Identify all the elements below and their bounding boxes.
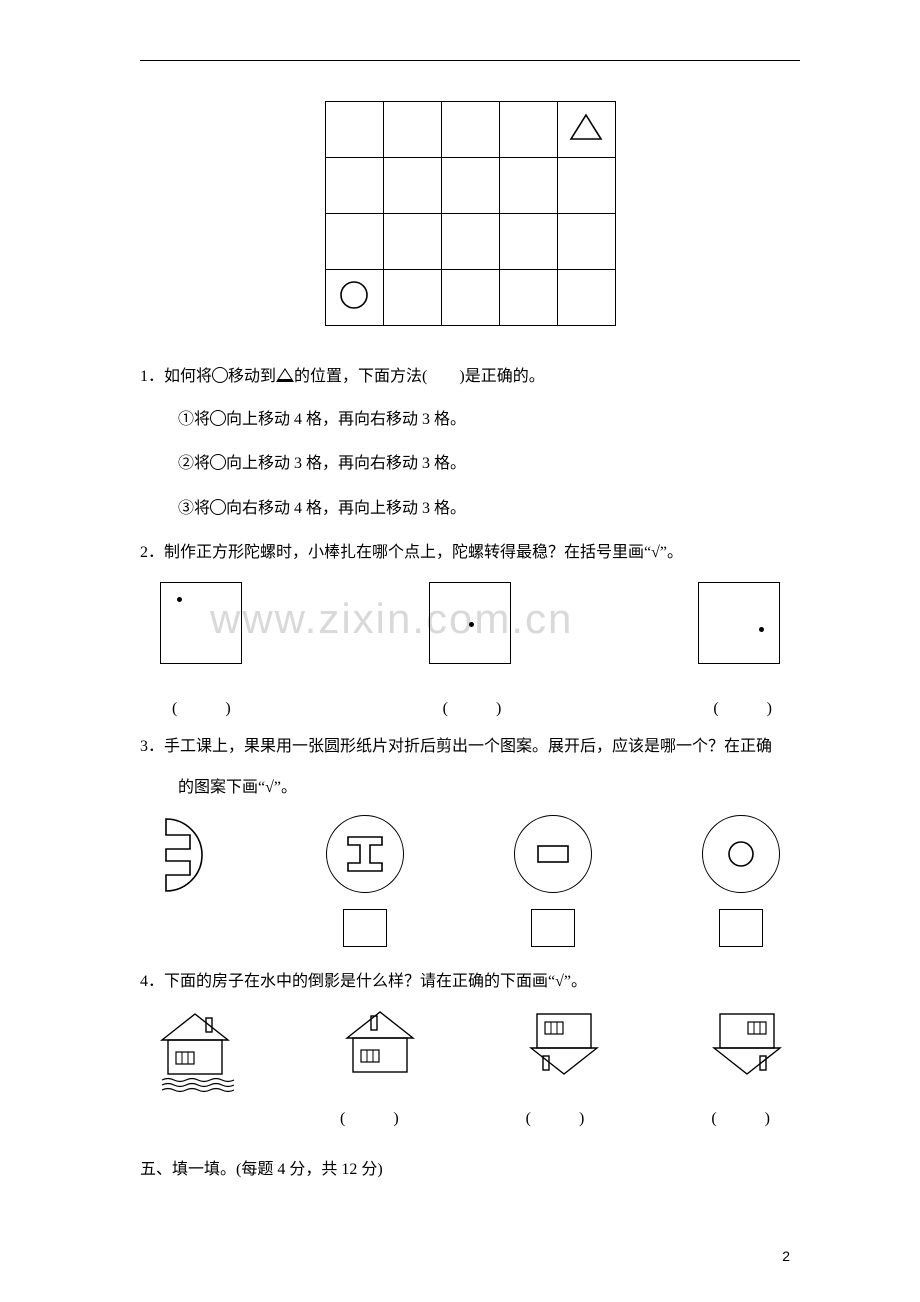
- q1-opt3: ③将向右移动 4 格，再向上移动 3 格。: [178, 487, 800, 532]
- q4-original: [150, 1008, 240, 1098]
- q2-paren-3[interactable]: ( ): [713, 694, 772, 718]
- q3-opt-c: [702, 815, 780, 947]
- q3-opt-b: [514, 815, 592, 947]
- circle-glyph: [212, 367, 228, 383]
- q3-original-shape: [160, 815, 216, 895]
- q4-row: [150, 1008, 790, 1098]
- q3-prompt-l1: 3．手工课上，果果用一张圆形纸片对折后剪出一个图案。展开后，应该是哪一个？在正确: [140, 726, 800, 768]
- house-down-c-icon: [704, 1008, 790, 1082]
- q4-opt-a: [337, 1008, 423, 1082]
- q3-prompt-l2: 的图案下画“√”。: [178, 767, 800, 809]
- q1-opt1: ①将向上移动 4 格，再向右移动 3 格。: [178, 398, 800, 443]
- q3-circle-a: [326, 815, 404, 893]
- q2-dot-3: [759, 627, 764, 632]
- q2-paren-2[interactable]: ( ): [443, 694, 502, 718]
- q1-text-c: 的位置，下面方法( )是正确的。: [294, 368, 545, 385]
- q4-paren-a[interactable]: ( ): [340, 1104, 399, 1128]
- q3-ansbox-c[interactable]: [719, 909, 763, 947]
- house-up-icon: [337, 1008, 423, 1082]
- q4-prompt: 4．下面的房子在水中的倒影是什么样？请在正确的下面画“√”。: [140, 961, 800, 1003]
- shape-grid: [325, 101, 616, 326]
- circle-glyph: [210, 499, 226, 515]
- ring-shape-icon: [716, 829, 766, 879]
- q3-circle-c: [702, 815, 780, 893]
- q1-opt2-b: 向上移动 3 格，再向右移动 3 格。: [226, 455, 466, 472]
- q3-ansbox-b[interactable]: [531, 909, 575, 947]
- q4-paren-c[interactable]: ( ): [711, 1104, 770, 1128]
- house-down-b-icon: [521, 1008, 607, 1082]
- triangle-cell: [557, 102, 615, 158]
- q4-paren-b[interactable]: ( ): [526, 1104, 585, 1128]
- rect-shape-icon: [528, 829, 578, 879]
- q2-paren-row: ( ) ( ) ( ): [172, 694, 772, 718]
- q2-row: [160, 582, 780, 694]
- house-icon: [150, 1008, 240, 1098]
- q1-prompt: 1．如何将移动到 的位置，下面方法( )是正确的。: [140, 356, 800, 398]
- q3-row: [160, 815, 780, 947]
- page-number: 2: [782, 1248, 790, 1264]
- q1-text-b: 移动到: [228, 368, 276, 385]
- q2-box-3: [698, 582, 780, 664]
- q2-box-1: [160, 582, 242, 664]
- q2-item-2: [429, 582, 511, 694]
- q4-opt-c: [704, 1008, 790, 1082]
- q2-prompt: 2．制作正方形陀螺时，小棒扎在哪个点上，陀螺转得最稳？在括号里画“√”。: [140, 532, 800, 574]
- page-content: 1．如何将移动到 的位置，下面方法( )是正确的。 ①将向上移动 4 格，再向右移…: [140, 60, 800, 1193]
- q1-opt1-a: ①将: [178, 411, 210, 428]
- q3-circle-b: [514, 815, 592, 893]
- q2-dot-1: [177, 597, 182, 602]
- q1-opt2: ②将向上移动 3 格，再向右移动 3 格。: [178, 442, 800, 487]
- triangle-glyph: [276, 368, 294, 382]
- i-shape-icon: [340, 829, 390, 879]
- q1-opt3-b: 向右移动 4 格，再向上移动 3 格。: [226, 500, 466, 517]
- q2-dot-2: [469, 622, 474, 627]
- q1-opt3-a: ③将: [178, 500, 210, 517]
- circle-icon: [338, 279, 370, 311]
- q3-ansbox-a[interactable]: [343, 909, 387, 947]
- circle-cell: [325, 270, 383, 326]
- q3-original: [160, 815, 216, 947]
- q2-paren-1[interactable]: ( ): [172, 694, 231, 718]
- q4-paren-row: ( ) ( ) ( ): [340, 1104, 770, 1128]
- triangle-icon: [569, 113, 603, 141]
- q2-item-1: [160, 582, 242, 694]
- q1-opt2-a: ②将: [178, 455, 210, 472]
- q1-opt1-b: 向上移动 4 格，再向右移动 3 格。: [226, 411, 466, 428]
- q2-item-3: [698, 582, 780, 694]
- header-rule: [140, 60, 800, 61]
- q2-box-2: [429, 582, 511, 664]
- q1-text-a: 1．如何将: [140, 368, 212, 385]
- section-5-title: 五、填一填。(每题 4 分，共 12 分): [140, 1148, 800, 1193]
- circle-glyph: [210, 410, 226, 426]
- q3-opt-a: [326, 815, 404, 947]
- q4-opt-b: [521, 1008, 607, 1082]
- circle-glyph: [210, 454, 226, 470]
